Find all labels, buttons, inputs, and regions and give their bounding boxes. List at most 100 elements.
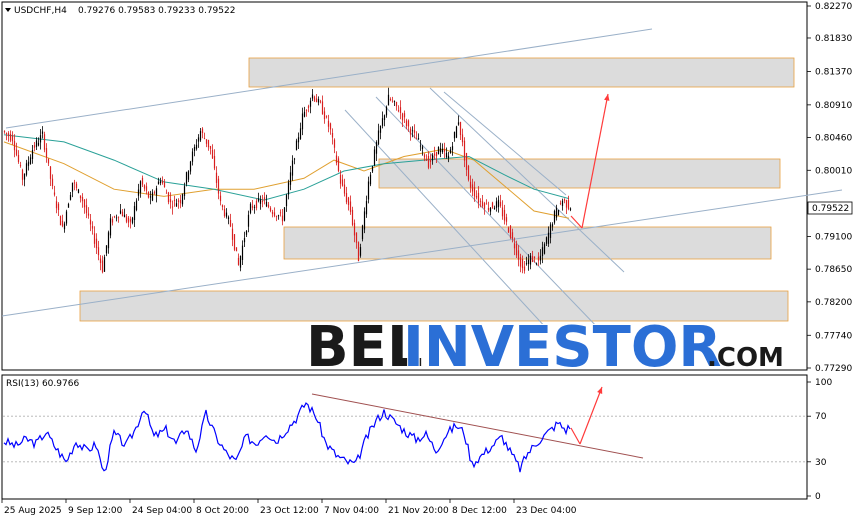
candle-body — [181, 194, 184, 205]
trendline-6 — [443, 91, 567, 196]
candle-body — [89, 219, 92, 225]
candle-body — [239, 256, 242, 268]
candle-body — [445, 152, 448, 158]
candle-body — [223, 209, 226, 216]
candle-body — [423, 154, 426, 158]
candle-body — [407, 120, 410, 127]
candle-body — [73, 182, 76, 184]
candle-body — [115, 217, 118, 219]
candle-body — [535, 263, 538, 265]
candle-body — [455, 126, 458, 138]
symbol-dropdown-icon[interactable] — [5, 8, 11, 12]
candle-body — [261, 200, 264, 202]
candle-body — [381, 118, 384, 126]
candle-body — [499, 201, 502, 206]
candle-body — [103, 257, 106, 272]
candle-body — [367, 181, 370, 200]
candle-body — [271, 211, 274, 214]
rsi-target-arrow — [579, 386, 603, 445]
candle-body — [281, 215, 284, 222]
candle-body — [245, 231, 248, 235]
candle-body — [509, 225, 512, 238]
candle-body — [513, 243, 516, 249]
candle-body — [53, 192, 56, 195]
candle-body — [533, 256, 536, 258]
price-tick-label: 0.80460 — [815, 134, 852, 144]
candle-body — [497, 199, 500, 207]
price-tick-label: 0.77740 — [815, 331, 852, 341]
rsi-tick-label: 30 — [815, 458, 827, 468]
candle-body — [545, 237, 548, 244]
candle-body — [567, 199, 570, 209]
candle-body — [341, 179, 344, 186]
candle-body — [467, 166, 470, 180]
candle-body — [295, 140, 298, 151]
candle-body — [505, 217, 508, 222]
candle-body — [69, 195, 72, 200]
price-tick-label: 0.78650 — [815, 265, 852, 275]
candle-body — [201, 128, 204, 133]
candle-body — [491, 202, 494, 208]
candle-body — [215, 172, 218, 183]
zone-2 — [378, 158, 781, 189]
candle-body — [137, 189, 140, 196]
candle-body — [207, 140, 210, 148]
candle-body — [191, 151, 194, 162]
candle-body — [203, 138, 206, 139]
time-tick-label: 8 Oct 20:00 — [196, 506, 249, 516]
candle-body — [17, 155, 20, 162]
price-target-arrow — [581, 93, 610, 229]
candle-body — [139, 181, 142, 193]
candle-body — [169, 199, 172, 203]
watermark-com: .COM — [707, 343, 784, 373]
candle-body — [59, 216, 62, 226]
price-tick-label: 0.80910 — [815, 101, 852, 111]
candle-body — [131, 217, 134, 223]
candle-body — [87, 213, 90, 216]
candle-body — [253, 207, 256, 208]
candle-body — [331, 133, 334, 138]
candle-body — [15, 149, 18, 155]
price-tick-label: 0.82270 — [815, 2, 852, 12]
candle-body — [55, 201, 58, 209]
candle-body — [443, 149, 446, 152]
candle-body — [133, 206, 136, 220]
candle-body — [529, 255, 532, 265]
candle-body — [453, 132, 456, 139]
candle-body — [355, 232, 358, 243]
candle-body — [251, 205, 254, 208]
candle-body — [99, 258, 102, 263]
rsi-line — [3, 402, 571, 473]
candle-body — [273, 212, 276, 216]
candle-body — [101, 260, 104, 273]
candle-body — [357, 242, 360, 262]
candle-body — [313, 96, 316, 101]
candle-body — [413, 130, 416, 133]
symbol-label: USDCHF,H4 — [14, 6, 67, 16]
candle-body — [187, 171, 190, 180]
candle-body — [471, 184, 474, 192]
rsi-label: RSI(13) 60.9766 — [6, 379, 79, 389]
candle-body — [237, 257, 240, 265]
candle-body — [427, 156, 430, 168]
candle-body — [265, 201, 268, 207]
candle-body — [109, 218, 112, 236]
candle-body — [293, 158, 296, 160]
candle-body — [111, 219, 114, 223]
candle-body — [141, 177, 144, 185]
support-resistance-zones — [79, 57, 795, 322]
candle-body — [93, 233, 96, 244]
candle-body — [147, 191, 150, 198]
candle-body — [33, 145, 36, 148]
candle-body — [363, 211, 366, 230]
candle-body — [51, 178, 54, 186]
candle-body — [353, 222, 356, 236]
candle-body — [177, 200, 180, 202]
candle-body — [559, 203, 562, 204]
candle-body — [563, 199, 566, 201]
candle-body — [531, 256, 534, 262]
zone-1 — [248, 57, 795, 88]
rsi-axis: 100 70 30 0 — [807, 378, 832, 502]
candle-body — [449, 149, 452, 154]
candle-body — [473, 187, 476, 197]
